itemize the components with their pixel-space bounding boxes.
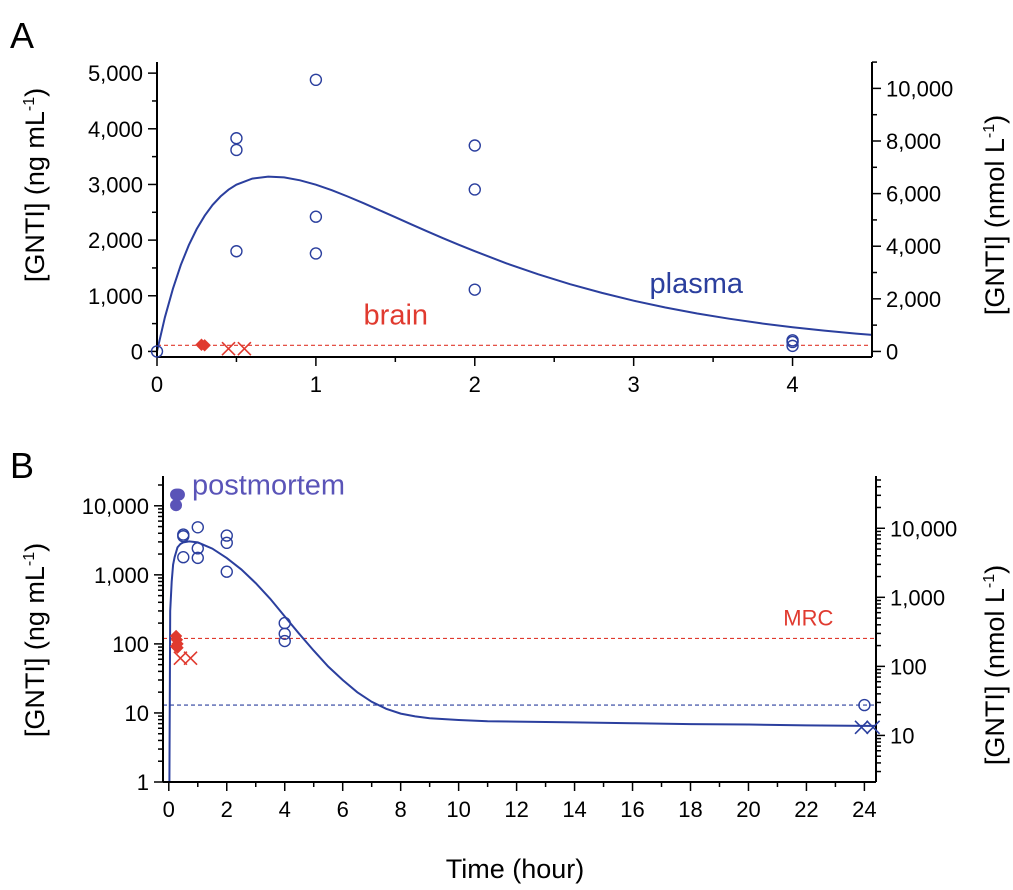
b-y-tick-label: 100: [112, 632, 149, 657]
b-x-tick-label: 4: [279, 797, 291, 822]
panel-b-plot-area: 0 2 4 6 8 10 12 14 16 18 20 22 241101001,00010,00010…: [82, 470, 958, 822]
b-postmortem-data-point: [170, 499, 183, 512]
b-plasma-data-point: [191, 542, 204, 555]
panel-a-y2-axis-title: [GNTI] (nmol L-1): [980, 115, 1010, 315]
b-plasma-data-point: [278, 627, 291, 641]
a-x-tick-label: 0: [151, 372, 163, 397]
panel-b-y-axis-title: [GNTI] (ng mL-1): [20, 543, 50, 737]
b-postmortem-label: postmortem: [192, 470, 345, 502]
b-brain-undetected-marker: [173, 651, 188, 666]
b-x-tick-label: 6: [337, 797, 349, 822]
a-plasma-data-point: [468, 183, 481, 196]
b-plasma-data-point: [858, 698, 871, 712]
b-plasma-data-point: [278, 634, 291, 648]
a-y-tick-label: 3,000: [88, 172, 143, 197]
b-plasma-undetected-marker: [854, 720, 869, 735]
a-plasma-data-point: [309, 247, 323, 260]
b-x-tick-label: 22: [794, 797, 818, 822]
b-plasma-data-point: [220, 536, 233, 550]
b-plasma-data-point: [177, 530, 190, 543]
a-brain-data-point: [198, 339, 211, 352]
panel-a-letter: A: [10, 15, 34, 56]
b-x-tick-label: 8: [395, 797, 407, 822]
a-plasma-data-point: [230, 132, 243, 145]
a-y2-tick-label: 10,000: [886, 76, 953, 101]
b-y2-tick-label: 10,000: [890, 516, 957, 541]
a-x-tick-label: 1: [310, 372, 322, 397]
b-x-tick-label: 18: [678, 797, 702, 822]
a-y-tick-label: 5,000: [88, 61, 143, 86]
b-brain-undetected-marker: [183, 651, 198, 666]
b-x-tick-label: 0: [163, 797, 175, 822]
b-brain-data-point: [171, 641, 184, 654]
b-mrc-label: MRC: [783, 605, 833, 630]
a-plasma-label: plasma: [650, 268, 744, 300]
panel-b-y2-axis-title: [GNTI] (nmol L-1): [980, 565, 1010, 765]
b-plasma-data-point: [220, 529, 233, 542]
a-x-tick-label: 3: [628, 372, 640, 397]
a-brain-undetected-marker: [221, 341, 236, 356]
a-y-tick-label: 4,000: [88, 117, 143, 142]
a-y2-tick-label: 6,000: [886, 182, 941, 207]
a-x-tick-label: 4: [786, 372, 798, 397]
panel-b: B 0 2 4 6 8 10 12 14 16 18 20 22 241101001,00010,000…: [10, 445, 1010, 884]
a-y2-tick-label: 2,000: [886, 287, 941, 312]
b-x-tick-label: 14: [562, 797, 586, 822]
b-x-tick-label: 24: [852, 797, 876, 822]
a-plasma-data-point: [230, 143, 243, 157]
a-plasma-data-point: [309, 73, 323, 87]
a-plasma-data-point: [786, 339, 799, 353]
b-y2-tick-label: 1,000: [890, 585, 945, 610]
a-plasma-data-point: [468, 139, 481, 152]
b-y-tick-label: 1: [137, 770, 149, 795]
a-y2-tick-label: 4,000: [886, 234, 941, 259]
b-y-tick-label: 10: [125, 701, 149, 726]
b-x-tick-label: 2: [221, 797, 233, 822]
a-plasma-data-point: [468, 283, 481, 296]
a-plasma-data-point: [150, 345, 164, 358]
b-x-tick-label: 20: [736, 797, 760, 822]
a-plasma-data-point: [309, 210, 323, 223]
a-y2-tick-label: 0: [886, 339, 898, 364]
a-brain-label: brain: [364, 300, 429, 332]
b-x-tick-label: 12: [504, 797, 528, 822]
b-x-tick-label: 10: [446, 797, 470, 822]
b-y-tick-label: 10,000: [82, 494, 149, 519]
b-plasma-data-point: [220, 565, 233, 578]
panel-a: A 0 1 2 3 4 0 1,000 2,000 3,000 4,000 5,000 0 2,000 4…: [10, 15, 1010, 397]
a-brain-undetected-marker: [237, 341, 252, 356]
panel-a-y-axis-title: [GNTI] (ng mL-1): [20, 88, 50, 282]
panel-b-letter: B: [10, 445, 34, 486]
a-plasma-data-point: [786, 335, 799, 349]
b-postmortem-data-point: [172, 488, 185, 501]
a-plasma-data-point: [230, 245, 243, 258]
a-y-tick-label: 1,000: [88, 284, 143, 309]
b-x-tick-label: 16: [620, 797, 644, 822]
b-y-tick-label: 1,000: [94, 563, 149, 588]
b-plasma-data-point: [191, 521, 204, 534]
b-plasma-data-point: [177, 551, 190, 564]
b-plasma-data-point: [191, 551, 204, 565]
a-y-tick-label: 2,000: [88, 228, 143, 253]
b-plasma-undetected-marker: [866, 720, 881, 735]
b-plasma-data-point: [278, 616, 291, 630]
b-y2-tick-label: 10: [890, 723, 914, 748]
a-y2-tick-label: 8,000: [886, 129, 941, 154]
a-x-tick-label: 2: [469, 372, 481, 397]
x-axis-title: Time (hour): [446, 854, 585, 884]
b-plasma-fit-line: [168, 540, 876, 783]
a-y-tick-label: 0: [131, 339, 143, 364]
panel-a-plot-area: 0 1 2 3 4 0 1,000 2,000 3,000 4,000 5,000 0 2,000 4,0…: [88, 61, 953, 397]
a-plasma-fit-line: [156, 175, 873, 352]
b-y2-tick-label: 100: [890, 654, 927, 679]
